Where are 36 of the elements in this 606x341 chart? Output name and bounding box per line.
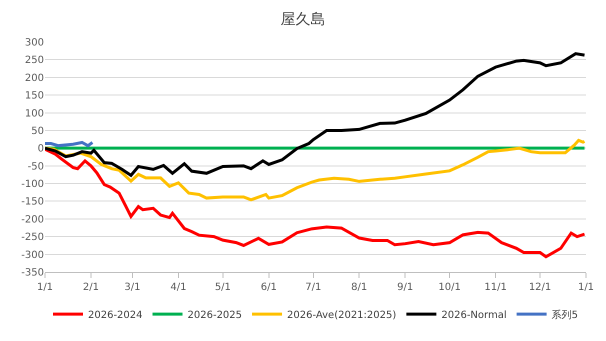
line-series — [45, 52, 586, 177]
x-tick-label: 7/1 — [305, 282, 322, 293]
y-tick-label: -150 — [21, 196, 44, 208]
x-tick-label: 8/1 — [351, 282, 368, 293]
x-tick-label: 12/1 — [528, 282, 552, 293]
legend-label: 系列5 — [552, 309, 578, 321]
y-tick-label: 50 — [31, 126, 44, 137]
y-tick-label: 250 — [24, 55, 44, 66]
y-tick-label: 0 — [38, 144, 44, 155]
y-tick-label: 150 — [24, 90, 44, 102]
chart-title: 屋久島 — [280, 10, 326, 28]
x-tick-label: 4/1 — [170, 282, 186, 293]
y-tick-label: 200 — [24, 72, 44, 84]
y-tick-label: -50 — [28, 161, 44, 172]
line-series — [45, 148, 586, 258]
y-tick-label: -250 — [21, 232, 44, 244]
y-tick-label: 100 — [24, 108, 44, 120]
y-tick-label: -300 — [21, 250, 44, 261]
x-tick-label: 3/1 — [124, 282, 140, 293]
line-series — [45, 138, 586, 202]
legend-label: 2026-2025 — [188, 310, 242, 321]
x-tick-label: 10/1 — [438, 282, 461, 293]
x-tick-label: 9/1 — [397, 282, 414, 293]
legend-label: 2026-2024 — [88, 310, 143, 321]
x-tick-label: 5/1 — [214, 282, 231, 293]
x-tick-label: 1/1 — [578, 282, 594, 293]
y-tick-label: -350 — [21, 268, 44, 278]
y-tick-label: -200 — [21, 214, 44, 226]
x-tick-label: 2/1 — [82, 282, 99, 293]
y-tick-label: -100 — [21, 179, 44, 190]
y-tick-label: 300 — [24, 38, 44, 48]
legend-label: 2026-Normal — [441, 310, 507, 321]
legend-label: 2026-Ave(2021:2025) — [287, 310, 396, 321]
x-tick-label: 11/1 — [484, 282, 507, 293]
x-tick-label: 6/1 — [260, 282, 277, 293]
x-tick-label: 1/1 — [36, 282, 54, 293]
